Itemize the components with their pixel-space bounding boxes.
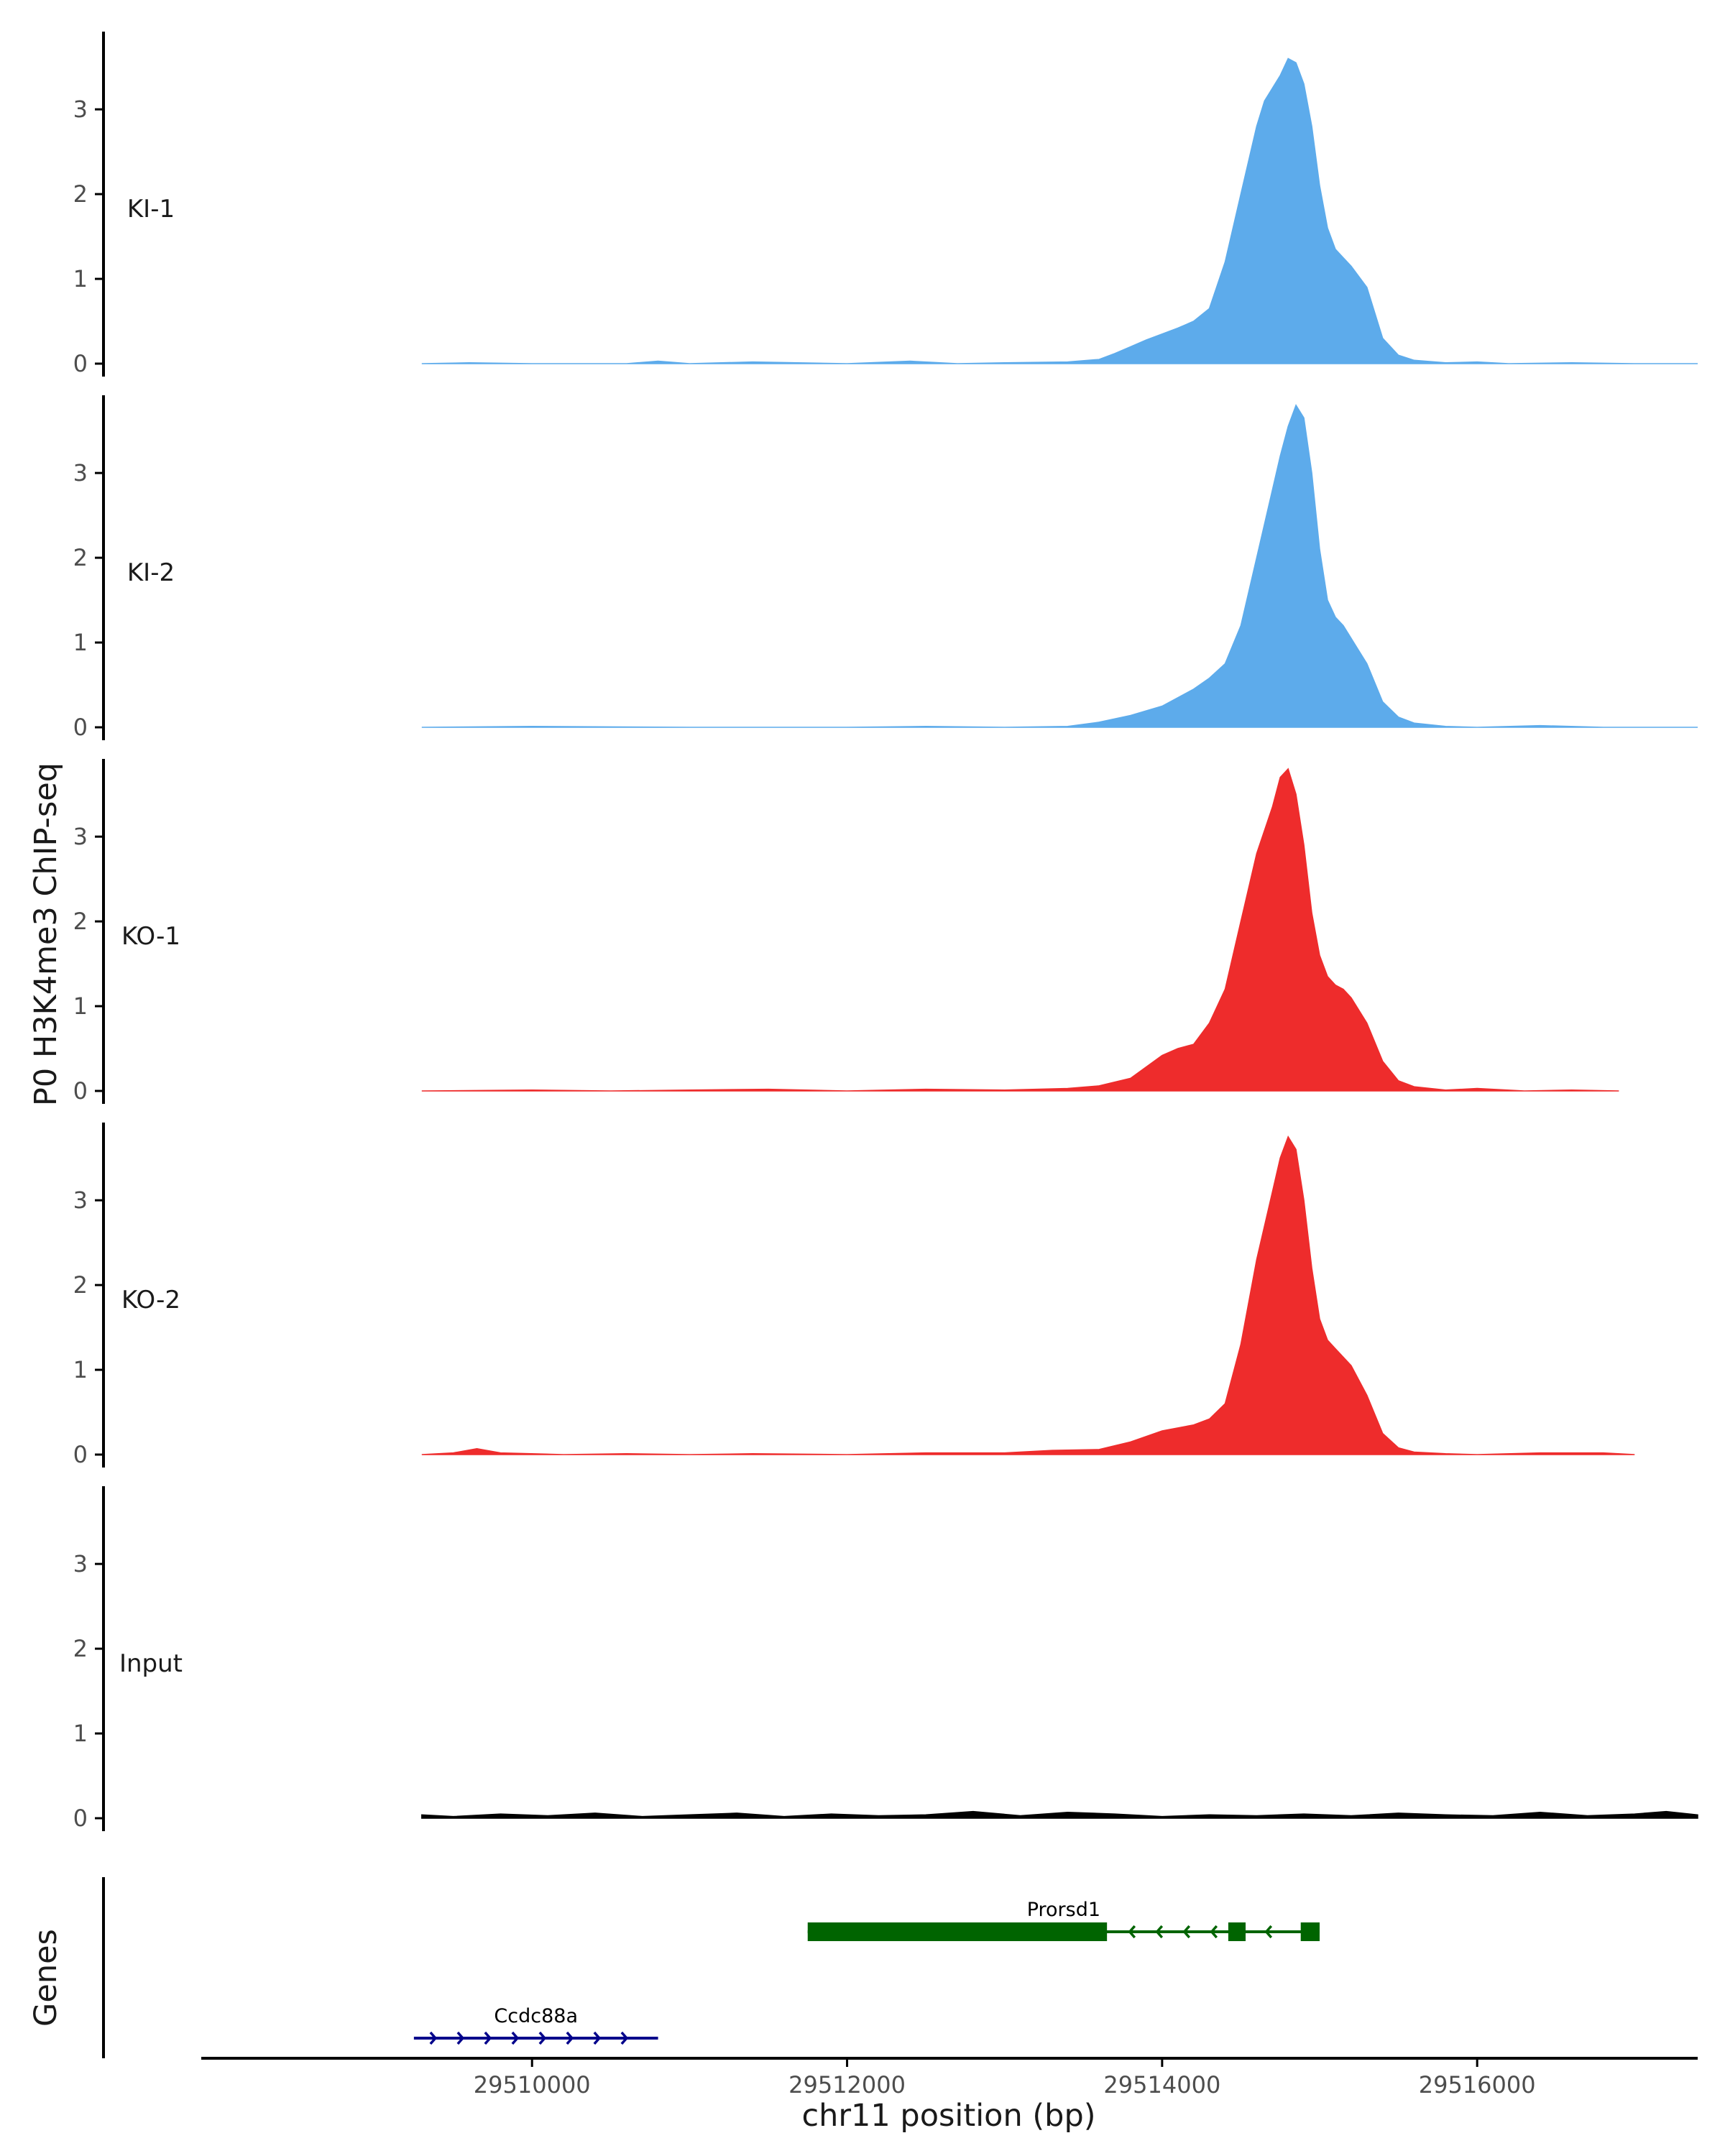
strand-arrow	[1128, 1925, 1136, 1939]
x-tick-label: 29516000	[1419, 2071, 1536, 2099]
y-tick-label: 3	[73, 823, 88, 850]
strand-arrow	[511, 2031, 520, 2045]
gene-exon	[1228, 1922, 1246, 1941]
gene-name-label: Prorsd1	[1027, 1899, 1100, 1921]
genes-axis-title: Genes	[28, 1929, 64, 2027]
track-label: Input	[119, 1649, 183, 1678]
strand-arrow	[1264, 1925, 1273, 1939]
y-tick-label: 2	[73, 1271, 88, 1299]
gene-track: Ccdc88a Prorsd1	[102, 1877, 1320, 2058]
x-tick-label: 29512000	[788, 2071, 906, 2099]
signal-area-ki-1	[421, 57, 1698, 364]
signal-area-ko-1	[421, 768, 1619, 1092]
y-tick-label: 1	[73, 1720, 88, 1747]
track-ko-1: 0 1 2 3 KO-1	[73, 759, 1619, 1105]
y-tick-label: 3	[73, 1187, 88, 1214]
y-tick-label: 2	[73, 1635, 88, 1662]
strand-arrow	[566, 2031, 574, 2045]
y-tick-label: 3	[73, 1550, 88, 1577]
strand-arrow	[538, 2031, 547, 2045]
y-tick-label: 1	[73, 265, 88, 292]
x-axis-title: chr11 position (bp)	[801, 2098, 1095, 2134]
strand-arrow	[620, 2031, 629, 2045]
y-tick-label: 0	[73, 1077, 88, 1105]
signal-area-ki-2	[421, 404, 1698, 728]
strand-arrow	[456, 2031, 465, 2045]
gene-exon	[1300, 1922, 1320, 1941]
strand-arrow	[1182, 1925, 1191, 1939]
y-axis-title: P0 H3K4me3 ChIP-seq	[28, 763, 64, 1106]
track-input: 0 1 2 3 Input	[73, 1486, 1698, 1832]
track-ki-2: 0 1 2 3 KI-2	[73, 395, 1698, 741]
strand-arrow	[484, 2031, 492, 2045]
y-tick-label: 2	[73, 908, 88, 935]
track-label: KI-2	[127, 558, 175, 587]
y-tick-label: 2	[73, 180, 88, 208]
x-tick-label: 29514000	[1103, 2071, 1220, 2099]
y-tick-label: 1	[73, 1356, 88, 1383]
gene-exon	[807, 1922, 1108, 1941]
y-tick-label: 0	[73, 1805, 88, 1832]
gene-ccdc88a: Ccdc88a	[413, 2005, 658, 2045]
track-ki-1: 0 1 2 3 KI-1	[73, 32, 1698, 377]
strand-arrow	[429, 2031, 438, 2045]
track-label: KO-1	[121, 922, 180, 951]
x-axis: 29510000 29512000 29514000 29516000	[201, 2057, 1698, 2099]
gene-prorsd1: Prorsd1	[807, 1899, 1320, 1941]
y-tick-label: 0	[73, 714, 88, 741]
strand-arrow	[1210, 1925, 1218, 1939]
signal-area-ko-2	[421, 1135, 1635, 1455]
strand-arrow	[1155, 1925, 1164, 1939]
y-tick-label: 0	[73, 1441, 88, 1468]
y-tick-label: 3	[73, 96, 88, 123]
gene-name-label: Ccdc88a	[494, 2005, 578, 2027]
track-label: KO-2	[121, 1286, 180, 1314]
x-tick-label: 29510000	[474, 2071, 591, 2099]
signal-area-input	[421, 1810, 1698, 1819]
y-tick-label: 1	[73, 629, 88, 656]
y-tick-label: 2	[73, 544, 88, 571]
signal-tracks: 0 1 2 3 KI-1 0 1 2 3 KI-2 0 1 2 3 KO-1 0 1 2 3 KO-2 0 1 2 3 Inpu…	[73, 32, 1698, 1832]
track-label: KI-1	[127, 195, 175, 224]
track-ko-2: 0 1 2 3 KO-2	[73, 1123, 1635, 1468]
y-tick-label: 0	[73, 350, 88, 377]
y-tick-label: 1	[73, 992, 88, 1020]
y-tick-label: 3	[73, 459, 88, 487]
strand-arrow	[593, 2031, 602, 2045]
